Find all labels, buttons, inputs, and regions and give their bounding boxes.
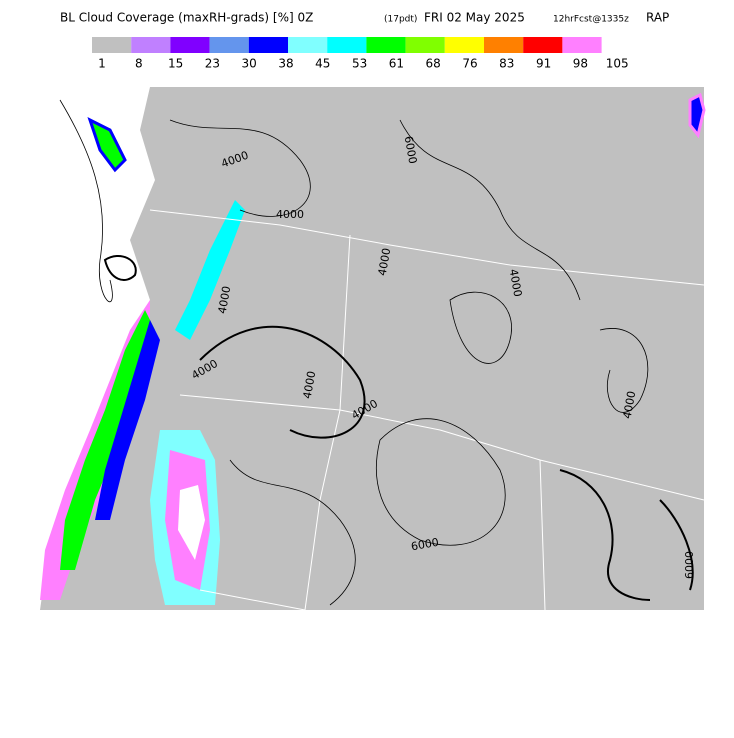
legend-swatch: [366, 37, 406, 53]
legend-label: 83: [499, 57, 514, 71]
legend-swatch: [170, 37, 210, 53]
map: 4000400060004000400040004000400040006000…: [29, 87, 706, 611]
contour: [559, 469, 651, 601]
forecast: 12hrFcst@1335z: [553, 15, 629, 25]
cloud-band: [95, 320, 160, 520]
local-time: (17pdt): [384, 15, 417, 25]
legend-label: 38: [278, 57, 293, 71]
legend: 1 8 15 23 30 38 45 53 61 68 76 83 91 98 105: [92, 37, 629, 71]
state-border: [149, 209, 705, 286]
contour: [659, 499, 694, 591]
low-coverage-area: [29, 87, 155, 610]
contour-label: 6000: [402, 135, 420, 165]
legend-label: 61: [389, 57, 404, 71]
cloud-band: [60, 310, 155, 570]
low-coverage-area: [178, 485, 205, 560]
legend-label: 98: [573, 57, 588, 71]
cloud-band: [688, 92, 706, 139]
contour-label: 6000: [410, 536, 440, 554]
contour-label: 4000: [216, 285, 234, 315]
contour-label: 4000: [301, 370, 319, 400]
legend-label: 105: [606, 57, 629, 71]
contour: [199, 325, 366, 439]
legend-swatch: [444, 37, 484, 53]
contour-label: 4000: [621, 390, 639, 420]
contour-label: 4000: [376, 247, 394, 277]
model: RAP: [646, 11, 669, 25]
state-border: [199, 589, 306, 611]
legend-swatch: [248, 37, 288, 53]
date: FRI 02 May 2025: [424, 11, 525, 25]
cloud-band: [87, 117, 127, 173]
legend-swatch: [92, 37, 132, 53]
contour: [229, 459, 356, 606]
legend-swatch: [209, 37, 249, 53]
legend-label: 1: [98, 57, 106, 71]
legend-swatch: [405, 37, 445, 53]
legend-swatch: [484, 37, 524, 53]
contour-label: 4000: [276, 208, 304, 221]
contour: [599, 328, 649, 413]
legend-label: 91: [536, 57, 551, 71]
cloud-band: [175, 200, 245, 340]
contour: [449, 291, 512, 364]
contour: [59, 99, 113, 303]
legend-swatch: [562, 37, 602, 53]
legend-label: 8: [135, 57, 143, 71]
legend-label: 53: [352, 57, 367, 71]
contour-labels: 4000400060004000400040004000400040006000…: [189, 135, 696, 579]
title: BL Cloud Coverage (maxRH-grads) [%] 0Z: [60, 11, 313, 25]
contour-label: 4000: [507, 268, 525, 298]
state-border: [539, 459, 546, 611]
legend-label: 76: [462, 57, 477, 71]
contour: [399, 119, 581, 301]
legend-label: 23: [205, 57, 220, 71]
legend-swatch: [131, 37, 171, 53]
state-border: [179, 394, 705, 501]
legend-label: 45: [315, 57, 330, 71]
legend-swatch: [288, 37, 328, 53]
legend-label: 15: [168, 57, 183, 71]
contour: [103, 255, 137, 281]
contour: [169, 119, 311, 217]
legend-swatch: [523, 37, 563, 53]
legend-swatch: [327, 37, 367, 53]
contour-label: 6000: [683, 551, 696, 579]
contour: [376, 418, 506, 546]
state-border: [304, 234, 351, 611]
legend-label: 30: [242, 57, 257, 71]
legend-label: 68: [426, 57, 441, 71]
